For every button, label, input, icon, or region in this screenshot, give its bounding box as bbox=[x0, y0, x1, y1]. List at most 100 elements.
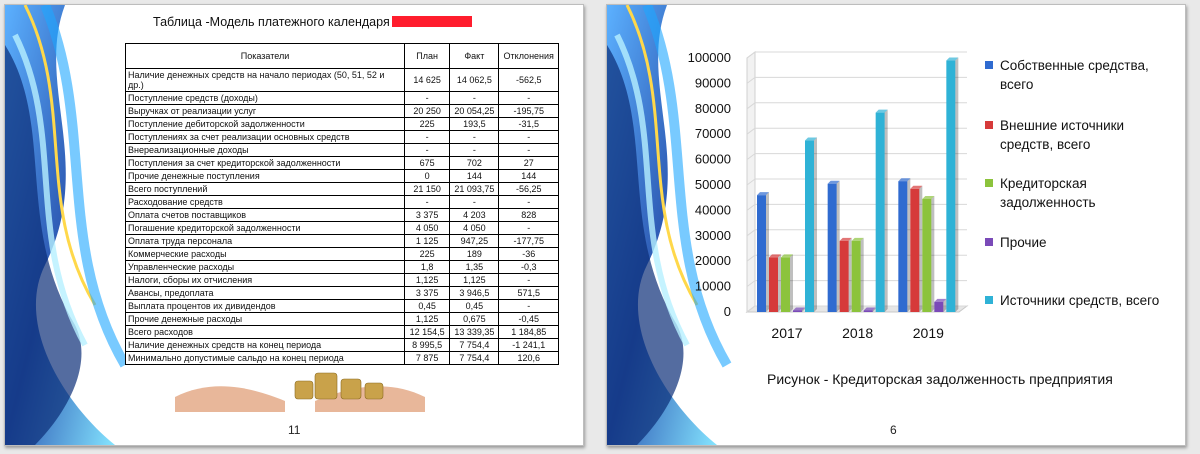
table-row: Наличие денежных средств на конец период… bbox=[124, 338, 559, 352]
table-row: Налоги, сборы их отчисления 1,125 1,125- bbox=[124, 273, 559, 287]
table-row: Минимально допустимые сальдо на конец пе… bbox=[124, 351, 559, 365]
table-row: Управленческие расходы 1,8 1,35 -0,3 bbox=[124, 260, 559, 274]
gridline bbox=[746, 254, 756, 262]
cell-plan: 7 875 bbox=[404, 351, 451, 365]
cell-deviation: -31,5 bbox=[498, 117, 559, 131]
cell-plan: 21 150 bbox=[404, 182, 451, 196]
bar-side bbox=[848, 237, 852, 312]
table-row: Всего расходов 12 154,5 13 339,35 1 184,85 bbox=[124, 325, 559, 339]
bar bbox=[827, 183, 837, 312]
cell-indicator: Всего расходов bbox=[124, 325, 406, 339]
header-indicators: Показатели bbox=[124, 43, 406, 69]
hands-coins-illustration bbox=[175, 372, 425, 412]
header-deviation: Отклонения bbox=[498, 43, 559, 69]
gridline bbox=[746, 127, 756, 135]
slide-left: Таблица -Модель платежного календаря Пок… bbox=[4, 4, 584, 446]
table-row: Прочие денежные расходы 1,125 0,675 -0,45 bbox=[124, 312, 559, 326]
header-plan: План bbox=[404, 43, 451, 69]
cell-deviation: -1 241,1 bbox=[498, 338, 559, 352]
gridline bbox=[746, 178, 756, 186]
bar-top bbox=[851, 237, 864, 241]
cell-indicator: Коммерческие расходы bbox=[124, 247, 406, 261]
bar bbox=[898, 181, 908, 312]
cell-plan: 1,125 bbox=[404, 273, 451, 287]
bar-side bbox=[872, 307, 876, 312]
legend-swatch bbox=[985, 296, 993, 304]
table-row: Наличие денежных средств на начало перио… bbox=[124, 68, 559, 92]
cell-fact: 0,45 bbox=[449, 299, 500, 313]
page-number: 6 bbox=[890, 423, 897, 437]
legend-label: Прочие bbox=[1000, 235, 1047, 250]
bar-top bbox=[922, 195, 935, 199]
bar bbox=[851, 240, 861, 312]
cell-fact: 7 754,4 bbox=[449, 351, 500, 365]
table-row: Поступление дебиторской задолженности 225… bbox=[124, 117, 559, 131]
bar bbox=[769, 257, 778, 312]
bar-side bbox=[860, 237, 864, 312]
cell-deviation: -562,5 bbox=[498, 68, 559, 92]
cell-fact: 13 339,35 bbox=[449, 325, 500, 339]
figure-caption: Рисунок - Кредиторская задолженность пре… bbox=[767, 371, 1113, 387]
bar-side bbox=[931, 195, 935, 312]
y-tick-label: 60000 bbox=[695, 152, 731, 167]
cell-fact: 21 093,75 bbox=[449, 182, 500, 196]
cell-fact: 1,125 bbox=[449, 273, 500, 287]
header-fact: Факт bbox=[449, 43, 500, 69]
table-row: Оплата счетов поставщиков 3 375 4 203 828 bbox=[124, 208, 559, 222]
cell-fact: 4 050 bbox=[449, 221, 500, 235]
cell-plan: 0 bbox=[404, 169, 451, 183]
cell-plan: 3 375 bbox=[404, 286, 451, 300]
cell-plan: 4 050 bbox=[404, 221, 451, 235]
cell-indicator: Поступлениях за счет реализации основных… bbox=[124, 130, 406, 144]
x-tick-label: 2019 bbox=[913, 325, 944, 341]
bar-top bbox=[793, 307, 805, 311]
cell-deviation: - bbox=[498, 221, 559, 235]
bar bbox=[793, 310, 802, 312]
cell-deviation: - bbox=[498, 195, 559, 209]
table-row: Поступлениях за счет реализации основных… bbox=[124, 130, 559, 144]
cell-plan: 1,8 bbox=[404, 260, 451, 274]
table-row: Расходование средств - - - bbox=[124, 195, 559, 209]
payment-calendar-table: Показатели План Факт Отклонения Наличие … bbox=[124, 43, 559, 365]
bar bbox=[946, 60, 956, 312]
bar-top bbox=[827, 180, 840, 184]
cell-indicator: Расходование средств bbox=[124, 195, 406, 209]
bar-top bbox=[898, 178, 911, 182]
gridline bbox=[746, 203, 756, 211]
cell-deviation: -36 bbox=[498, 247, 559, 261]
y-tick-label: 0 bbox=[724, 304, 731, 319]
gridline bbox=[746, 153, 756, 161]
cell-fact: 3 946,5 bbox=[449, 286, 500, 300]
cell-indicator: Налоги, сборы их отчисления bbox=[124, 273, 406, 287]
y-tick-label: 30000 bbox=[695, 228, 731, 243]
cell-indicator: Погашение кредиторской задолженности bbox=[124, 221, 406, 235]
legend-label: Источники средств, всего bbox=[1000, 293, 1159, 308]
bar-top bbox=[839, 237, 852, 241]
cell-plan: 3 375 bbox=[404, 208, 451, 222]
cell-indicator: Прочие денежные поступления bbox=[124, 169, 406, 183]
x-tick-label: 2018 bbox=[842, 325, 873, 341]
bar-side bbox=[943, 298, 947, 312]
cell-deviation: 828 bbox=[498, 208, 559, 222]
cell-fact: - bbox=[449, 143, 500, 157]
cell-fact: 947,25 bbox=[449, 234, 500, 248]
table-row: Прочие денежные поступления 0 144 144 bbox=[124, 169, 559, 183]
cell-plan: - bbox=[404, 130, 451, 144]
cell-fact: 144 bbox=[449, 169, 500, 183]
cell-indicator: Выручках от реализации услуг bbox=[124, 104, 406, 118]
table-row: Авансы, предоплата 3 375 3 946,5 571,5 bbox=[124, 286, 559, 300]
bar-side bbox=[955, 57, 959, 312]
cell-fact: 702 bbox=[449, 156, 500, 170]
cell-fact: 193,5 bbox=[449, 117, 500, 131]
cell-deviation: 120,6 bbox=[498, 351, 559, 365]
cell-indicator: Поступление средств (доходы) bbox=[124, 91, 406, 105]
cell-plan: - bbox=[404, 195, 451, 209]
cell-plan: 8 995,5 bbox=[404, 338, 451, 352]
bar-side bbox=[766, 192, 769, 312]
cell-plan: - bbox=[404, 143, 451, 157]
bar-top bbox=[946, 57, 959, 61]
table-row: Коммерческие расходы 225 189 -36 bbox=[124, 247, 559, 261]
page-number: 11 bbox=[288, 423, 301, 437]
cell-indicator: Оплата труда персонала bbox=[124, 234, 406, 248]
cell-deviation: 144 bbox=[498, 169, 559, 183]
